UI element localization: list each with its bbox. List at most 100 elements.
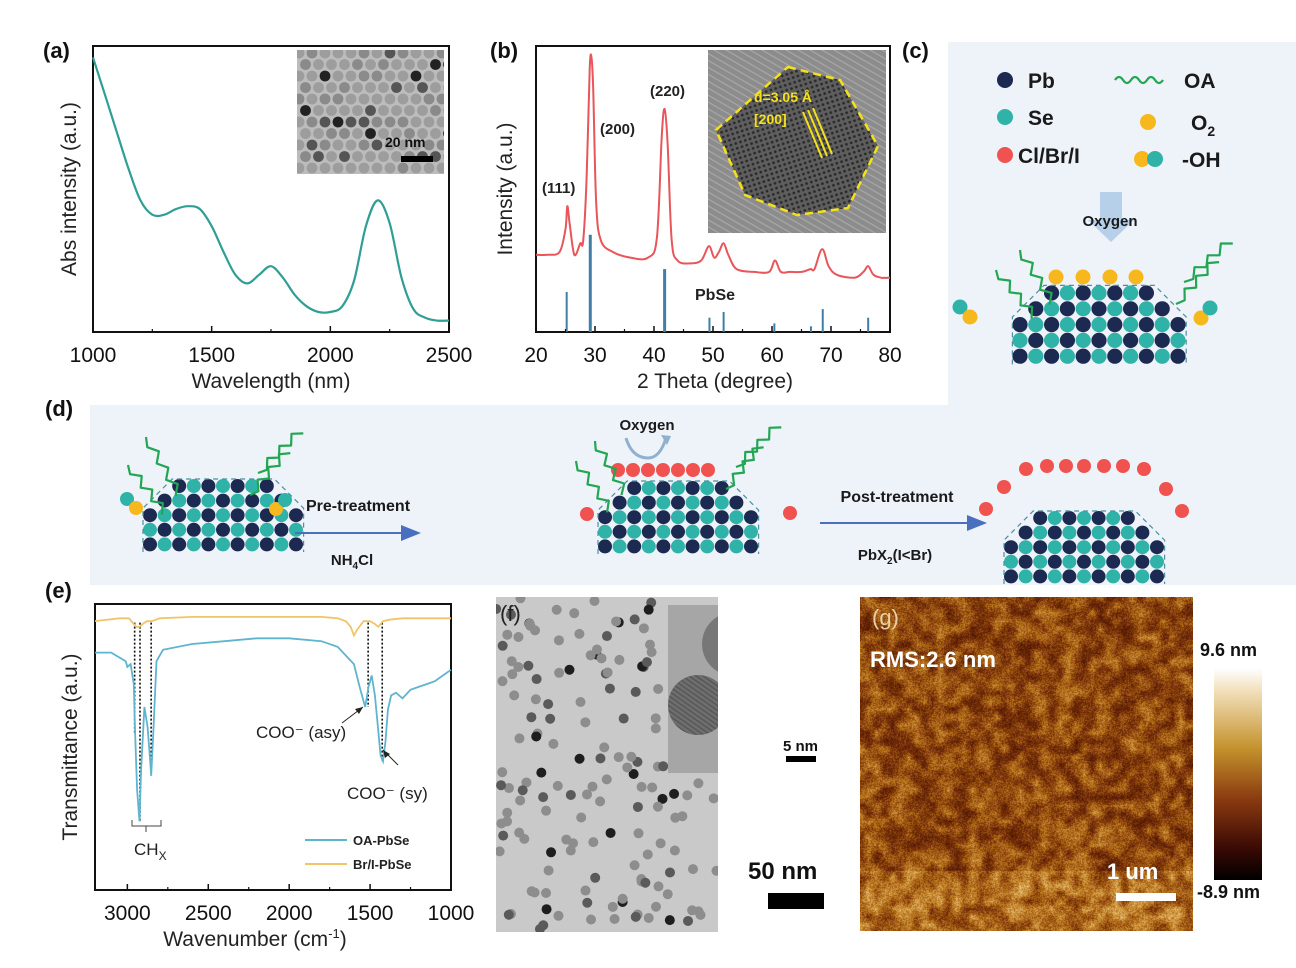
tem-nanocrystal: [365, 151, 376, 162]
tem-nanocrystal: [300, 82, 311, 93]
tem-image-f-particles: [496, 597, 718, 932]
se-atom: [1123, 285, 1139, 301]
legend-oxygen-label: O2: [1191, 112, 1215, 139]
pb-atom: [1091, 301, 1107, 317]
pb-atom: [1106, 554, 1121, 569]
pb-atom: [1033, 511, 1048, 525]
tem-nanocrystal: [436, 139, 444, 151]
tem-nanocrystal: [384, 139, 396, 151]
tem-nanocrystal: [339, 105, 350, 116]
tem-nanocrystal: [509, 690, 520, 701]
tem-nanocrystal: [410, 116, 422, 128]
tem-nanocrystal: [530, 694, 541, 705]
tem-nanocrystal: [326, 105, 337, 116]
tem-nanocrystal: [605, 827, 616, 838]
pb-atom: [1107, 317, 1123, 333]
tem-nanocrystal: [651, 901, 662, 912]
chart-e-tick-label: 1000: [428, 902, 475, 925]
se-atom: [245, 508, 260, 523]
tem-nanocrystal: [358, 93, 370, 105]
se-atom: [1106, 569, 1121, 584]
tem-nanocrystal: [352, 151, 363, 162]
tem-nanocrystal: [618, 713, 629, 724]
pb-atom: [1075, 285, 1091, 301]
tem-nanocrystal: [352, 128, 363, 139]
se-atom: [1107, 301, 1123, 317]
nh4cl-label: NH4Cl: [331, 552, 373, 572]
tem-nanocrystal: [313, 151, 324, 162]
halide-atom-icon: [1137, 462, 1151, 476]
pb-atom: [685, 539, 700, 554]
tem-nanocrystal: [300, 105, 311, 116]
tem-nanocrystal: [423, 162, 435, 174]
tem-nanocrystal: [682, 790, 693, 801]
oa-ligand-icon: [144, 436, 179, 497]
tem-nanocrystal: [496, 780, 507, 791]
se-atom: [1075, 301, 1091, 317]
oa-ligand-icon: [735, 426, 782, 469]
tem-nanocrystal: [574, 753, 585, 764]
se-atom: [1033, 554, 1048, 569]
tem-nanocrystal: [339, 59, 350, 70]
tem-nanocrystal: [297, 116, 305, 128]
tem-nanocrystal: [352, 105, 363, 116]
pb-atom: [1120, 569, 1135, 584]
tem-nanocrystal: [693, 778, 704, 789]
tem-nanocrystal: [319, 162, 331, 174]
tem-nanocrystal: [596, 653, 607, 664]
tem-nanocrystal: [358, 162, 370, 174]
pbx2-label: PbX2(I<Br): [858, 547, 932, 567]
pb-atom: [157, 522, 172, 537]
tem-nanocrystal: [552, 780, 563, 791]
tem-nanocrystal: [524, 618, 535, 629]
se-atom: [259, 522, 274, 537]
tem-nanocrystal: [507, 669, 518, 680]
se-atom: [612, 539, 627, 554]
tem-nanocrystal: [595, 796, 606, 807]
pb-atom: [186, 493, 201, 508]
chart-b-tick-label: 70: [819, 344, 842, 367]
tem-nanocrystal: [352, 82, 363, 93]
posttreatment-label: Post-treatment: [841, 489, 955, 506]
tem-nanocrystal: [410, 93, 422, 105]
se-atom: [230, 522, 245, 537]
tem-f-scale-bar: [768, 893, 824, 909]
hydroxyl-h-icon: [120, 492, 134, 506]
se-atom: [627, 524, 642, 539]
tem-nanocrystal: [545, 713, 556, 724]
pb-atom: [1018, 554, 1033, 569]
tem-nanocrystal: [526, 886, 537, 897]
pb-atom: [143, 508, 157, 523]
tem-nanocrystal: [650, 713, 661, 724]
afm-colorbar: [1214, 668, 1262, 880]
pb-atom: [1170, 317, 1186, 333]
tem-nanocrystal: [423, 93, 435, 105]
tem-nanocrystal: [423, 50, 435, 59]
panel-label-f: (f): [500, 601, 521, 626]
chart-a-xlabel: Wavelength (nm): [191, 370, 350, 393]
hrtem-plane-label: [200]: [754, 111, 787, 127]
se-atom: [627, 495, 642, 510]
se-atom: [1106, 511, 1121, 525]
pb-atom: [1047, 554, 1062, 569]
tem-nanocrystal: [391, 151, 402, 162]
se-atom: [172, 522, 187, 537]
se-atom: [1012, 332, 1028, 348]
pb-atom: [1154, 332, 1170, 348]
se-atom: [172, 493, 187, 508]
tem-nanocrystal: [443, 130, 444, 137]
tem-nanocrystal: [410, 50, 422, 59]
pb-atom: [1123, 332, 1139, 348]
tem-nanocrystal: [538, 792, 549, 803]
tem-nanocrystal: [410, 139, 422, 151]
hrtem-inset-b: d=3.05 Å [200]: [708, 50, 886, 233]
oxygen-atom-icon: [1048, 269, 1064, 285]
tem-nanocrystal: [332, 116, 344, 128]
tem-nanocrystal: [443, 84, 444, 91]
chart-b-tick-label: 40: [642, 344, 665, 367]
se-atom: [157, 508, 172, 523]
pb-atom: [259, 537, 274, 552]
tem-nanocrystal: [339, 82, 350, 93]
se-atom: [641, 510, 656, 525]
tem-nanocrystal: [590, 872, 601, 883]
